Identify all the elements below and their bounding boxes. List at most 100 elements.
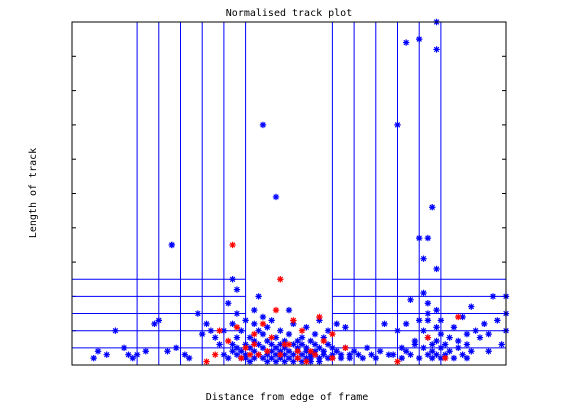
data-point [472,327,479,334]
data-point [324,327,332,334]
data-point [238,354,245,362]
data-point [424,334,432,341]
data-point [420,255,427,262]
data-point [290,320,297,328]
data-point [481,320,488,328]
data-point [94,348,102,355]
data-point [272,193,280,201]
data-point [489,293,497,300]
data-point [290,358,297,365]
data-point [233,334,241,341]
data-point [316,317,323,324]
data-point [212,351,219,358]
data-point [498,341,505,348]
data-point [346,351,353,358]
data-point [307,358,314,365]
data-point [303,348,310,355]
data-point [485,348,492,355]
data-point [324,354,332,362]
data-point [264,324,271,331]
data-point [290,317,297,324]
data-point [233,310,241,317]
data-point [246,334,254,341]
data-point [394,121,401,129]
data-point [203,320,210,328]
data-point [242,354,249,362]
data-point [272,334,280,341]
data-point [277,276,284,283]
data-point [285,348,293,355]
data-point [264,358,271,365]
data-point [355,351,362,358]
data-point [307,351,314,358]
data-point [251,306,258,314]
y-axis-label: Length of track [28,148,39,238]
data-point [294,337,301,345]
data-point [363,344,371,352]
data-point [251,330,258,338]
data-point [212,334,219,341]
data-point [251,354,258,362]
data-point [333,320,340,328]
data-point [320,334,327,341]
data-point [337,351,345,358]
data-point [298,327,306,334]
data-point [229,341,236,348]
data-point [259,330,267,338]
data-point [246,351,254,358]
data-point [424,234,432,242]
data-point [151,320,158,328]
data-point [311,348,319,355]
data-point [233,344,241,352]
data-point [468,348,475,355]
data-point [125,351,132,358]
data-point [277,351,284,358]
data-point [264,351,271,358]
data-point [429,341,436,348]
data-point [463,341,471,348]
data-point [329,344,336,352]
data-point [277,341,284,348]
data-point [238,348,245,355]
data-point [407,351,414,358]
data-point [185,354,193,362]
data-point [329,330,336,338]
data-point [437,317,445,324]
data-point [416,35,423,43]
data-point [246,344,254,352]
data-point [446,348,453,355]
data-point [255,327,262,334]
data-point [216,341,223,348]
data-point [220,351,228,358]
data-point [485,330,492,338]
data-point [420,289,427,297]
data-point [433,306,440,314]
data-point [294,344,301,352]
data-point [281,344,288,352]
data-point [342,324,349,331]
data-point [285,306,293,314]
data-point [242,351,249,358]
data-point [376,348,384,355]
data-point [298,358,306,365]
data-point [290,341,297,348]
data-point [272,358,280,365]
data-point [442,341,449,348]
data-point [277,354,284,362]
data-point [455,337,462,345]
data-point [181,351,189,358]
data-point [242,317,249,324]
data-point [429,204,436,211]
data-point [316,313,323,321]
data-point [281,341,288,348]
data-point [359,354,366,362]
x-axis-label: Distance from edge of frame [206,392,369,403]
data-point [272,306,280,314]
data-point [463,354,471,362]
data-point [468,303,475,310]
data-point [120,344,128,352]
data-point [385,351,393,358]
data-point [259,354,267,362]
data-point [411,341,419,348]
